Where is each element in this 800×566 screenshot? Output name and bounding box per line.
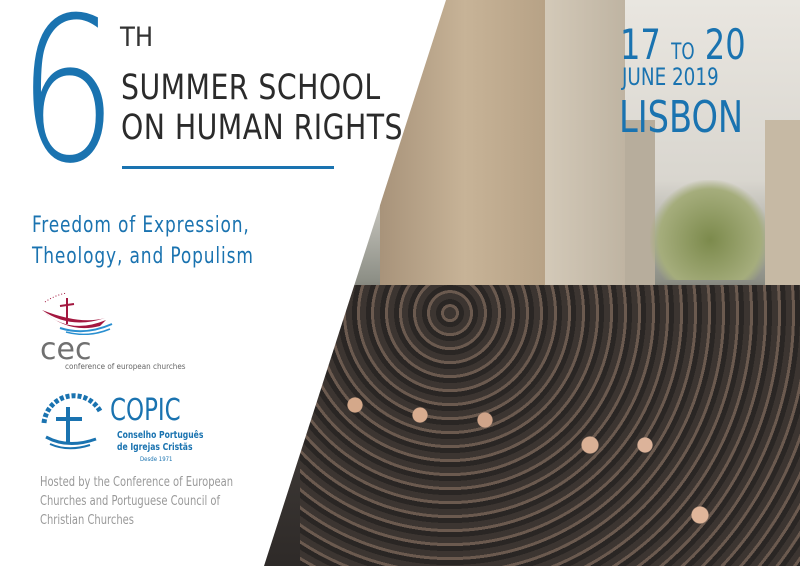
event-city: LISBON xyxy=(619,92,744,143)
trees xyxy=(650,180,770,280)
cec-logo-text: cec xyxy=(40,332,92,367)
date-end: 20 xyxy=(704,20,746,69)
subtitle-line-1: Freedom of Expression, xyxy=(32,213,250,238)
title-line-2: ON HUMAN RIGHTS xyxy=(121,108,403,148)
building xyxy=(545,0,625,290)
crowd xyxy=(300,285,800,566)
cec-boat-logo-icon xyxy=(42,292,113,335)
edition-number: 6 xyxy=(18,0,118,208)
oikoumene-logo-icon xyxy=(41,393,103,450)
edition-ordinal: TH xyxy=(120,22,154,53)
cec-full-name: conference of european churches xyxy=(65,362,186,371)
copic-since: Desde 1971 xyxy=(140,456,173,463)
event-month-year: JUNE 2019 xyxy=(622,63,719,91)
title-divider xyxy=(122,166,334,169)
date-to: TO xyxy=(671,40,695,65)
subtitle-line-2: Theology, and Populism xyxy=(32,244,254,269)
event-dates: 17 TO 20 xyxy=(620,20,746,69)
hosted-by-text: Hosted by the Conference of European Chu… xyxy=(40,475,234,528)
date-start: 17 xyxy=(620,20,661,69)
building xyxy=(765,120,800,290)
title-line-1: SUMMER SCHOOL xyxy=(121,68,381,108)
copic-logo-text: COPIC xyxy=(110,393,181,428)
copic-name-line-2: de Igrejas Cristãs xyxy=(117,442,193,453)
copic-name-line-1: Conselho Português xyxy=(117,430,204,441)
